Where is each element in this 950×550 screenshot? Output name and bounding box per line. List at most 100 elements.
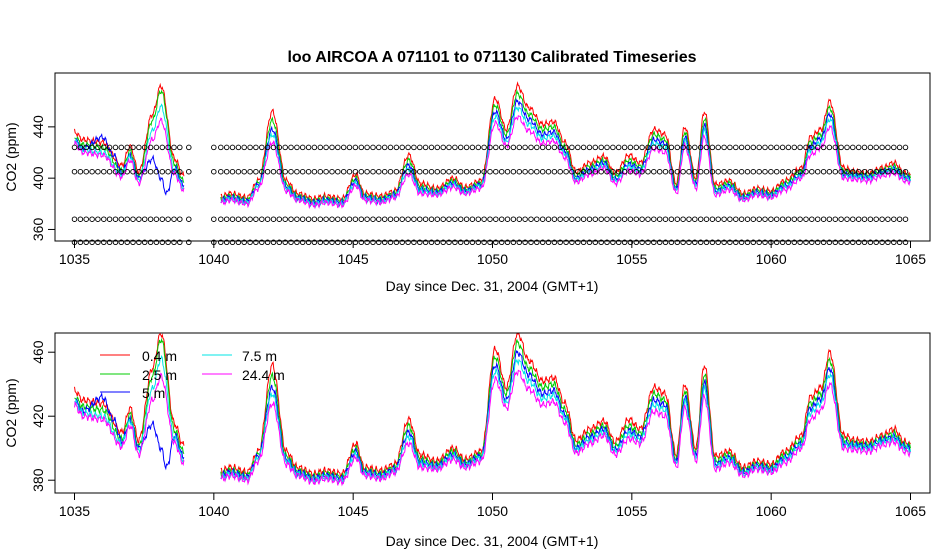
top-cal-point-1-49 — [393, 216, 400, 222]
top-cal-point-3-77 — [557, 144, 563, 151]
top-cal-point-3-121 — [814, 144, 821, 151]
top-cal-point-3-3 — [89, 144, 95, 151]
top-cal-point-1-79 — [569, 216, 575, 222]
top-cal-point-0-51 — [405, 239, 411, 246]
top-cal-point-1-25 — [253, 216, 259, 222]
top-x-axis-label: Day since Dec. 31, 2004 (GMT+1) — [386, 278, 599, 294]
top-cal-point-2-19 — [218, 168, 224, 175]
top-cal-point-3-67 — [498, 144, 505, 151]
top-plot-axes: 1035 1040 1045 1050 1055 1060 1065 360 400 440 — [30, 115, 926, 267]
top-cal-point-0-86 — [610, 239, 616, 246]
top-cal-point-0-12 — [141, 239, 148, 246]
top-cal-point-2-107 — [733, 168, 739, 175]
top-x-tick-label-2: 1045 — [338, 251, 369, 267]
top-cal-point-2-108 — [738, 168, 745, 175]
top-cal-point-3-58 — [446, 144, 452, 151]
top-cal-point-0-106 — [727, 239, 733, 246]
top-cal-point-1-19 — [218, 216, 224, 222]
top-cal-point-1-91 — [639, 216, 645, 222]
top-cal-point-3-101 — [697, 144, 704, 151]
top-cal-point-2-51 — [405, 168, 411, 175]
top-cal-point-3-62 — [469, 144, 476, 151]
top-cal-point-2-93 — [651, 168, 657, 175]
top-cal-point-0-121 — [814, 239, 821, 246]
bottom-x-tick-label-5: 1060 — [756, 503, 787, 519]
top-cal-point-3-89 — [627, 144, 634, 151]
top-cal-point-2-65 — [487, 168, 493, 175]
top-cal-point-1-44 — [364, 216, 370, 222]
top-cal-point-1-101 — [697, 216, 704, 222]
top-cal-point-0-39 — [335, 239, 341, 246]
top-cal-point-3-9 — [124, 144, 130, 151]
top-cal-point-3-105 — [721, 144, 727, 151]
bottom-y-axis-label: CO2 (ppm) — [3, 378, 19, 447]
top-cal-point-1-97 — [674, 216, 681, 222]
top-cal-point-3-64 — [481, 144, 487, 151]
top-cal-point-1-36 — [317, 216, 324, 222]
top-cal-point-1-28 — [270, 216, 277, 222]
top-cal-point-3-45 — [370, 144, 376, 151]
top-cal-point-1-10 — [130, 216, 136, 222]
top-cal-point-3-49 — [393, 144, 400, 151]
top-cal-point-0-54 — [422, 239, 429, 246]
top-cal-point-0-130 — [867, 239, 874, 246]
top-cal-point-0-103 — [709, 239, 716, 246]
top-cal-point-1-121 — [814, 216, 821, 222]
top-cal-point-3-53 — [417, 144, 423, 151]
top-cal-point-0-1 — [77, 239, 84, 246]
top-cal-point-3-76 — [551, 144, 558, 151]
top-cal-point-0-122 — [820, 239, 827, 246]
top-cal-point-1-133 — [885, 216, 891, 222]
top-cal-point-0-20 — [223, 239, 230, 246]
top-cal-point-0-36 — [317, 239, 324, 246]
top-cal-point-3-132 — [879, 144, 885, 151]
top-cal-point-2-125 — [838, 168, 844, 175]
top-cal-point-0-11 — [136, 239, 142, 246]
top-cal-point-0-128 — [855, 239, 862, 246]
top-cal-point-1-32 — [294, 216, 300, 222]
top-cal-point-1-100 — [692, 216, 698, 222]
top-cal-point-2-83 — [592, 168, 599, 175]
top-cal-point-0-30 — [282, 239, 288, 246]
top-cal-point-0-92 — [645, 239, 651, 246]
top-cal-point-3-102 — [703, 144, 710, 151]
top-cal-point-2-130 — [867, 168, 874, 175]
top-cal-point-0-68 — [504, 239, 511, 246]
top-cal-point-3-42 — [352, 144, 359, 151]
top-cal-point-3-135 — [896, 144, 903, 151]
top-cal-point-2-111 — [756, 168, 762, 175]
top-cal-point-0-38 — [329, 239, 335, 246]
top-cal-point-0-99 — [686, 239, 692, 246]
top-cal-point-0-50 — [399, 239, 405, 246]
top-cal-point-2-95 — [662, 168, 669, 175]
top-cal-point-1-98 — [680, 216, 686, 222]
top-cal-point-3-127 — [850, 144, 856, 151]
top-cal-point-3-60 — [457, 144, 464, 151]
top-cal-point-3-21 — [229, 144, 236, 151]
top-cal-point-2-61 — [463, 168, 470, 175]
top-cal-point-1-7 — [112, 216, 119, 222]
top-cal-point-3-4 — [95, 144, 101, 151]
top-cal-point-1-42 — [352, 216, 359, 222]
top-cal-point-1-106 — [727, 216, 733, 222]
top-cal-point-2-5 — [101, 168, 107, 175]
top-cal-point-1-27 — [264, 216, 271, 222]
top-cal-point-3-83 — [592, 144, 599, 151]
top-cal-point-0-28 — [270, 239, 277, 246]
top-cal-point-0-7 — [112, 239, 119, 246]
top-cal-point-3-27 — [264, 144, 271, 151]
top-cal-point-0-123 — [826, 239, 833, 246]
top-cal-point-1-13 — [147, 216, 154, 222]
top-cal-point-1-56 — [434, 216, 441, 222]
top-cal-point-1-41 — [346, 216, 353, 222]
top-cal-point-0-4 — [95, 239, 101, 246]
top-y-tick-label-1: 400 — [30, 166, 46, 190]
top-cal-point-3-2 — [83, 144, 89, 151]
top-cal-point-1-116 — [785, 216, 792, 222]
top-cal-point-3-129 — [861, 144, 868, 151]
top-cal-point-1-138 — [211, 216, 217, 222]
top-cal-point-2-18 — [177, 168, 183, 175]
top-cal-point-3-48 — [387, 144, 394, 151]
top-cal-point-3-31 — [288, 144, 294, 151]
top-cal-point-3-130 — [867, 144, 874, 151]
